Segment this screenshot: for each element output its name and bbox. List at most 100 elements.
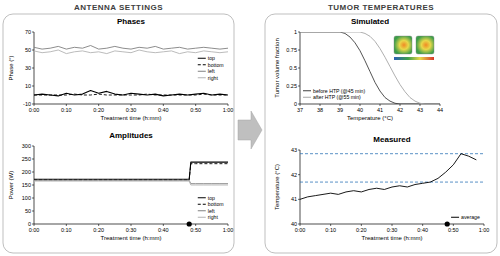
x-axis-label: Temperature (°C): [347, 115, 393, 121]
legend-label: bottom: [208, 201, 224, 207]
x-tick-label: 40: [357, 107, 363, 113]
legend-swatch: [198, 217, 206, 218]
legend-label: top: [208, 55, 215, 61]
legend-swatch: [303, 90, 311, 91]
y-tick-label: 0.25: [286, 83, 297, 89]
y-axis-label: Tumor volume fraction: [274, 38, 280, 97]
legend-label: left: [208, 68, 215, 74]
panel-frame: [265, 14, 497, 253]
x-axis-label: Treatment time (h:mm): [362, 235, 423, 241]
legend-label: top: [208, 195, 215, 201]
event-marker: [187, 221, 192, 226]
x-tick-label: 0:20: [93, 107, 104, 113]
panel-frame: [3, 14, 234, 253]
x-tick-label: 43: [417, 107, 423, 113]
legend-swatch: [198, 58, 206, 59]
y-tick-label: 30: [25, 65, 31, 71]
x-tick-label: 0:00: [295, 227, 306, 233]
legend-label: average: [461, 214, 480, 220]
y-axis-label: Temperature (°C): [274, 164, 280, 210]
y-tick-label: -10: [23, 101, 31, 107]
legend-label: after HTP (@55 min): [313, 94, 361, 100]
y-tick-label: 50: [25, 47, 31, 53]
x-tick-label: 0:50: [190, 227, 201, 233]
y-axis: [34, 32, 35, 104]
legend-swatch: [451, 217, 459, 218]
y-axis: [300, 150, 301, 224]
y-tick-label: 250: [22, 156, 31, 162]
y-tick-label: 0.5: [289, 65, 297, 71]
x-tick-label: 0:30: [126, 107, 137, 113]
series-line: [34, 162, 228, 179]
series-line: [300, 154, 476, 200]
y-axis-label: Power (W): [8, 171, 14, 199]
x-tick-label: 1:00: [479, 227, 490, 233]
series-line: [300, 32, 440, 104]
x-tick-label: 41: [377, 107, 383, 113]
series-line: [34, 181, 228, 185]
legend-swatch: [198, 197, 206, 198]
chart-title: Simulated: [351, 17, 389, 26]
legend-label: before HTP (@45 min): [313, 88, 365, 94]
arrow: [238, 111, 262, 149]
x-tick-label: 0:00: [29, 227, 40, 233]
x-axis-label: Treatment time (h:mm): [101, 235, 162, 241]
y-tick-label: 300: [22, 143, 31, 149]
x-tick-label: 1:00: [223, 227, 234, 233]
y-tick-label: 0: [294, 101, 297, 107]
plot-area: [34, 162, 228, 185]
legend: topbottomleftright: [198, 195, 224, 221]
legend-swatch: [198, 210, 206, 211]
legend-swatch: [198, 204, 206, 205]
x-tick-label: 0:40: [158, 227, 169, 233]
y-tick-label: 0: [28, 221, 31, 227]
y-axis: [300, 32, 301, 104]
panel-heading: ANTENNA SETTINGS: [74, 3, 163, 12]
x-tick-label: 0:30: [387, 227, 398, 233]
x-axis-label: Treatment time (h:mm): [101, 115, 162, 121]
chart-title: Phases: [117, 17, 146, 26]
thermal-map: [394, 36, 412, 54]
x-tick-label: 0:30: [126, 227, 137, 233]
legend-swatch: [198, 71, 206, 72]
plot-area: [34, 46, 228, 96]
y-axis-label: Phase (°): [8, 55, 14, 80]
reference-line: [300, 182, 484, 183]
x-tick-label: 37: [297, 107, 303, 113]
series-line: [34, 164, 228, 180]
legend: before HTP (@45 min)after HTP (@55 min): [303, 88, 365, 101]
x-axis: [34, 224, 228, 225]
series-line: [300, 32, 440, 104]
y-tick-label: 100: [22, 195, 31, 201]
y-tick-label: 0.75: [286, 47, 297, 53]
figure: ANTENNA SETTINGS TUMOR TEMPERATURES Phases…: [0, 0, 500, 256]
panel-heading: TUMOR TEMPERATURES: [328, 3, 434, 12]
y-tick-label: 50: [25, 208, 31, 214]
series-line: [34, 46, 228, 50]
x-tick-label: 0:20: [93, 227, 104, 233]
x-tick-label: 0:50: [190, 107, 201, 113]
x-tick-label: 0:10: [61, 227, 72, 233]
x-axis: [300, 224, 484, 225]
x-tick-label: 0:10: [325, 227, 336, 233]
x-tick-label: 0:40: [417, 227, 428, 233]
event-marker: [445, 221, 450, 226]
y-tick-label: 70: [25, 29, 31, 35]
y-tick-label: 10: [25, 83, 31, 89]
series-line: [34, 91, 228, 96]
y-tick-label: 41: [291, 196, 297, 202]
thermal-map: [416, 36, 434, 54]
legend: average: [451, 214, 480, 220]
legend-label: right: [208, 214, 219, 220]
x-axis: [34, 104, 228, 105]
chart-title: Amplitudes: [109, 131, 153, 140]
x-tick-label: 0:20: [356, 227, 367, 233]
y-tick-label: 43: [291, 147, 297, 153]
legend: topbottomleftright: [198, 55, 224, 81]
plot-area: [300, 32, 440, 104]
y-tick-label: 40: [291, 221, 297, 227]
plot-area: [300, 154, 484, 200]
series-line: [34, 94, 228, 96]
legend-label: right: [208, 75, 219, 81]
legend-label: left: [208, 208, 215, 214]
